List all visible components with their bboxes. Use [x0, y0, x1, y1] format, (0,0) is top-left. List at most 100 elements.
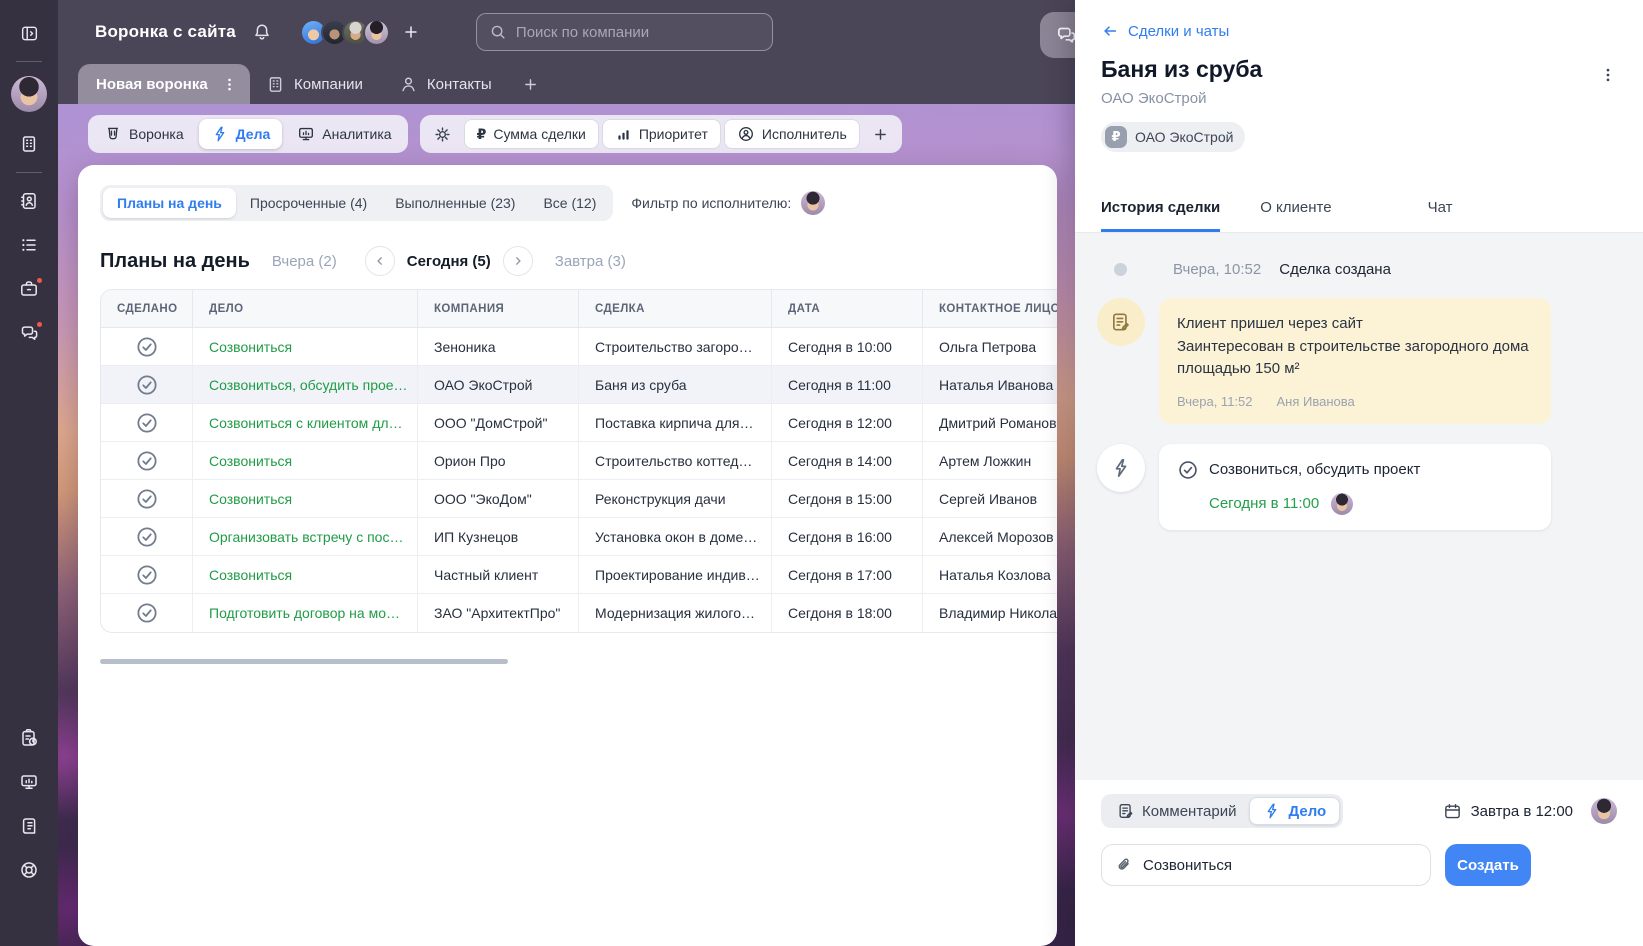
company-cell[interactable]: ИП Кузнецов	[418, 518, 579, 556]
prev-day-button[interactable]	[364, 246, 395, 276]
team-avatars[interactable]	[299, 18, 390, 46]
add-tab-button[interactable]	[522, 64, 539, 104]
sidebar-item-help[interactable]	[0, 848, 58, 892]
sidebar-item-reports[interactable]	[0, 716, 58, 760]
filter-tab-all[interactable]: Все (12)	[529, 188, 610, 218]
deal-cell[interactable]: Строительство загоро…	[579, 328, 772, 366]
task-cell[interactable]: Созвониться	[193, 442, 418, 480]
kebab-menu-icon[interactable]	[221, 76, 238, 93]
task-assignee-avatar[interactable]	[1331, 492, 1354, 515]
add-member-button[interactable]	[402, 23, 420, 41]
contact-cell[interactable]: Наталья Иванова	[923, 366, 1057, 404]
date-cell[interactable]: Сегодня в 11:00	[772, 366, 923, 404]
mark-done-button[interactable]	[135, 487, 159, 511]
tab-companies[interactable]: Компании	[266, 64, 363, 104]
schedule-button[interactable]: Завтра в 12:00	[1443, 802, 1573, 821]
contact-cell[interactable]: Сергей Иванов	[923, 480, 1057, 518]
company-cell[interactable]: Орион Про	[418, 442, 579, 480]
table-row[interactable]: Созвониться, обсудить прое… ОАО ЭкоСтрой…	[101, 366, 1057, 404]
date-cell[interactable]: Сегодня в 14:00	[772, 442, 923, 480]
deal-cell[interactable]: Установка окон в доме…	[579, 518, 772, 556]
tab-client[interactable]: О клиенте	[1260, 199, 1331, 232]
field-assignee-chip[interactable]: Исполнитель	[723, 119, 860, 149]
mark-done-button[interactable]	[135, 335, 159, 359]
deal-cell[interactable]: Проектирование индив…	[579, 556, 772, 594]
date-cell[interactable]: Сегдоня в 15:00	[772, 480, 923, 518]
company-cell[interactable]: ЗАО "АрхитектПро"	[418, 594, 579, 632]
company-cell[interactable]: Зеноника	[418, 328, 579, 366]
sidebar-item-documents[interactable]	[0, 804, 58, 848]
mark-done-button[interactable]	[135, 601, 159, 625]
table-row[interactable]: Созвониться Зеноника Строительство загор…	[101, 328, 1057, 366]
task-cell[interactable]: Созвониться, обсудить прое…	[193, 366, 418, 404]
tab-history[interactable]: История сделки	[1101, 199, 1221, 232]
task-cell[interactable]: Созвониться	[193, 480, 418, 518]
tab-chat[interactable]: Чат	[1428, 199, 1453, 232]
avatar[interactable]	[362, 18, 390, 46]
task-cell[interactable]: Созвониться	[193, 328, 418, 366]
company-cell[interactable]: ООО "ЭкоДом"	[418, 480, 579, 518]
assignee-avatar[interactable]	[801, 191, 826, 215]
contact-cell[interactable]: Алексей Морозов	[923, 518, 1057, 556]
view-funnel-button[interactable]: Воронка	[92, 119, 196, 149]
date-cell[interactable]: Сегдоня в 17:00	[772, 556, 923, 594]
sidebar-item-lists[interactable]	[0, 223, 58, 267]
company-chip[interactable]: ₽ ОАО ЭкоСтрой	[1101, 122, 1246, 152]
table-row[interactable]: Созвониться Орион Про Строительство котт…	[101, 442, 1057, 480]
sidebar-item-chats[interactable]	[0, 311, 58, 355]
notifications-button[interactable]	[252, 22, 272, 42]
mark-done-button[interactable]	[135, 411, 159, 435]
task-cell[interactable]: Созвониться	[193, 556, 418, 594]
create-button[interactable]: Создать	[1445, 844, 1531, 886]
task-cell[interactable]: Организовать встречу с пос…	[193, 518, 418, 556]
task-input-box[interactable]	[1101, 844, 1431, 886]
mark-done-button[interactable]	[135, 563, 159, 587]
contact-cell[interactable]: Артем Ложкин	[923, 442, 1057, 480]
field-priority-chip[interactable]: Приоритет	[601, 119, 721, 149]
view-analytics-button[interactable]: Аналитика	[285, 119, 403, 149]
tab-pipeline[interactable]: Новая воронка	[78, 64, 250, 104]
filter-tab-plans[interactable]: Планы на день	[103, 188, 236, 218]
next-day-button[interactable]	[502, 246, 533, 276]
sidebar-toggle-button[interactable]	[0, 11, 58, 55]
view-deals-button[interactable]: Дела	[198, 119, 283, 149]
mark-done-button[interactable]	[135, 373, 159, 397]
search-input[interactable]	[515, 23, 760, 41]
complete-task-button[interactable]	[1177, 459, 1199, 481]
task-cell[interactable]: Подготовить договор на мо…	[193, 594, 418, 632]
mode-comment-button[interactable]: Комментарий	[1104, 797, 1249, 825]
deal-cell[interactable]: Поставка кирпича для…	[579, 404, 772, 442]
date-cell[interactable]: Сегдоня в 18:00	[772, 594, 923, 632]
table-row[interactable]: Подготовить договор на мо… ЗАО "Архитект…	[101, 594, 1057, 632]
table-row[interactable]: Созвониться ООО "ЭкоДом" Реконструкция д…	[101, 480, 1057, 518]
contact-cell[interactable]: Ольга Петрова	[923, 328, 1057, 366]
deal-cell[interactable]: Модернизация жилого…	[579, 594, 772, 632]
table-row[interactable]: Созвониться с клиентом дл… ООО "ДомСтрой…	[101, 404, 1057, 442]
deal-menu-button[interactable]	[1599, 66, 1617, 84]
date-cell[interactable]: Сегдоня в 16:00	[772, 518, 923, 556]
date-cell[interactable]: Сегодня в 10:00	[772, 328, 923, 366]
company-cell[interactable]: ОАО ЭкоСтрой	[418, 366, 579, 404]
filter-tab-overdue[interactable]: Просроченные (4)	[236, 188, 381, 218]
sidebar-item-companies[interactable]	[0, 122, 58, 166]
search-box[interactable]	[475, 13, 773, 51]
table-row[interactable]: Организовать встречу с пос… ИП Кузнецов …	[101, 518, 1057, 556]
date-cell[interactable]: Сегодня в 12:00	[772, 404, 923, 442]
deal-cell[interactable]: Реконструкция дачи	[579, 480, 772, 518]
back-to-deals-link[interactable]: Сделки и чаты	[1101, 22, 1229, 40]
settings-button[interactable]	[424, 125, 461, 144]
task-cell[interactable]: Созвониться с клиентом дл…	[193, 404, 418, 442]
nav-tomorrow[interactable]: Завтра (3)	[554, 252, 626, 270]
table-row[interactable]: Созвониться Частный клиент Проектировани…	[101, 556, 1057, 594]
company-cell[interactable]: ООО "ДомСтрой"	[418, 404, 579, 442]
task-card[interactable]: Созвониться, обсудить проект Сегодня в 1…	[1159, 443, 1551, 530]
company-cell[interactable]: Частный клиент	[418, 556, 579, 594]
sidebar-item-deals[interactable]	[0, 267, 58, 311]
horizontal-scrollbar[interactable]	[100, 659, 508, 664]
sidebar-item-analytics[interactable]	[0, 760, 58, 804]
contact-cell[interactable]: Владимир Никола	[939, 605, 1057, 621]
field-sum-chip[interactable]: ₽ Сумма сделки	[463, 119, 599, 149]
deal-cell[interactable]: Баня из сруба	[579, 366, 772, 404]
deal-cell[interactable]: Строительство коттед…	[579, 442, 772, 480]
contact-cell[interactable]: Наталья Козлова	[923, 556, 1057, 594]
